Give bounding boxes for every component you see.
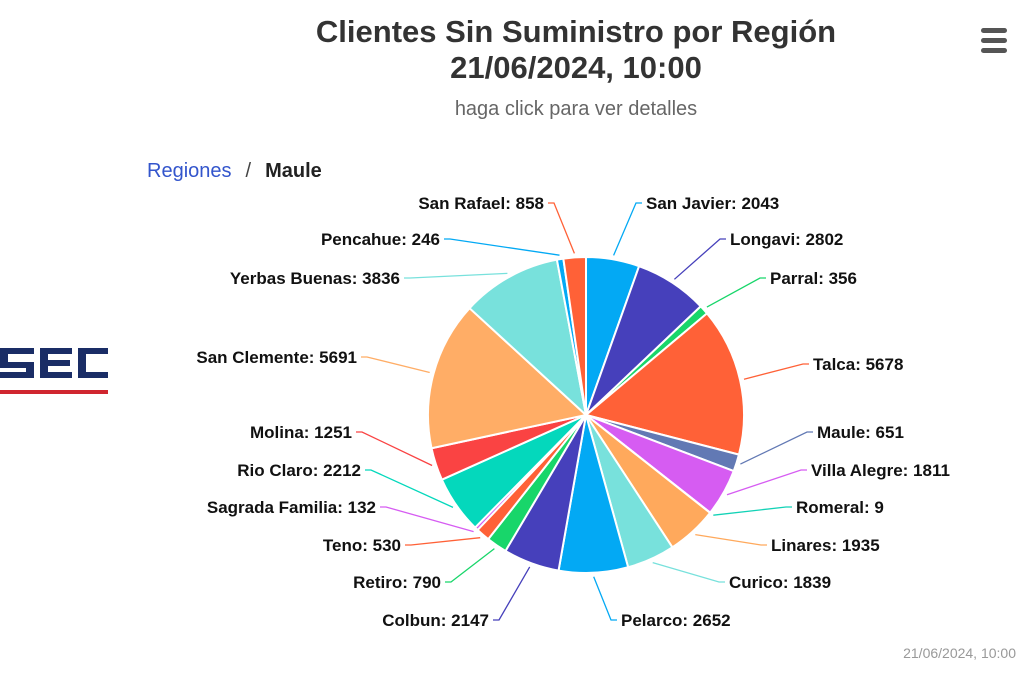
data-label-maule: Maule: 651 — [817, 423, 904, 442]
data-label-san-rafael: San Rafael: 858 — [418, 194, 544, 213]
data-label-rio-claro: Rio Claro: 2212 — [237, 461, 361, 480]
connector-san-clemente — [361, 356, 430, 374]
data-label-villa-alegre: Villa Alegre: 1811 — [811, 461, 950, 480]
connector-molina — [356, 431, 433, 467]
data-label-curico: Curico: 1839 — [729, 573, 831, 592]
pie-slice-yerbas-buenas[interactable] — [468, 258, 587, 416]
sec-logo — [0, 348, 108, 394]
pie-slice-san-clemente[interactable] — [427, 307, 587, 450]
pie-slice-talca[interactable] — [585, 312, 745, 456]
data-label-linares: Linares: 1935 — [771, 536, 880, 555]
breadcrumb: Regiones / Maule — [147, 160, 322, 183]
data-label-yerbas-buenas: Yerbas Buenas: 3836 — [230, 269, 400, 288]
connector-curico — [652, 561, 725, 583]
chart-title: Clientes Sin Suministro por Región 21/06… — [0, 14, 1024, 86]
data-label-pencahue: Pencahue: 246 — [321, 230, 440, 249]
connector-romeral — [713, 506, 792, 516]
connector-longavi — [673, 238, 726, 280]
connector-teno — [405, 537, 481, 546]
chart-credit: 21/06/2024, 10:00 — [903, 645, 1016, 661]
data-label-romeral: Romeral: 9 — [796, 498, 884, 517]
connector-talca — [743, 363, 809, 380]
data-label-teno: Teno: 530 — [323, 536, 401, 555]
connector-retiro — [445, 548, 495, 583]
breadcrumb-separator: / — [245, 160, 252, 182]
data-label-parral: Parral: 356 — [770, 269, 857, 288]
data-label-retiro: Retiro: 790 — [353, 573, 441, 592]
data-label-colbun: Colbun: 2147 — [382, 611, 489, 630]
data-label-talca: Talca: 5678 — [813, 355, 903, 374]
connector-sagrada-familia — [380, 506, 474, 533]
connector-rio-claro — [365, 469, 454, 508]
connector-villa-alegre — [726, 469, 807, 496]
data-label-sagrada-familia: Sagrada Familia: 132 — [207, 498, 376, 517]
connector-pelarco — [593, 576, 617, 621]
chart-subtitle: haga click para ver detalles — [454, 98, 698, 120]
connector-san-javier — [613, 202, 642, 256]
breadcrumb-current: Maule — [265, 160, 322, 182]
connector-linares — [695, 533, 767, 546]
data-label-san-clemente: San Clemente: 5691 — [196, 348, 357, 367]
connector-pencahue — [444, 238, 560, 256]
connector-yerbas-buenas — [404, 272, 508, 279]
breadcrumb-regiones-link[interactable]: Regiones — [147, 160, 232, 182]
connector-maule — [740, 431, 813, 465]
pie-slice-san-rafael[interactable] — [562, 255, 587, 416]
data-label-pelarco: Pelarco: 2652 — [621, 611, 731, 630]
data-label-longavi: Longavi: 2802 — [730, 230, 843, 249]
chart-title-line-1: Clientes Sin Suministro por Región — [315, 14, 837, 49]
chart-title-line-2: 21/06/2024, 10:00 — [450, 50, 702, 85]
connector-parral — [706, 277, 766, 308]
data-label-san-javier: San Javier: 2043 — [646, 194, 779, 213]
data-label-molina: Molina: 1251 — [250, 423, 352, 442]
connector-colbun — [493, 566, 531, 621]
connector-san-rafael — [548, 202, 576, 254]
hamburger-menu-icon[interactable] — [976, 28, 1012, 58]
